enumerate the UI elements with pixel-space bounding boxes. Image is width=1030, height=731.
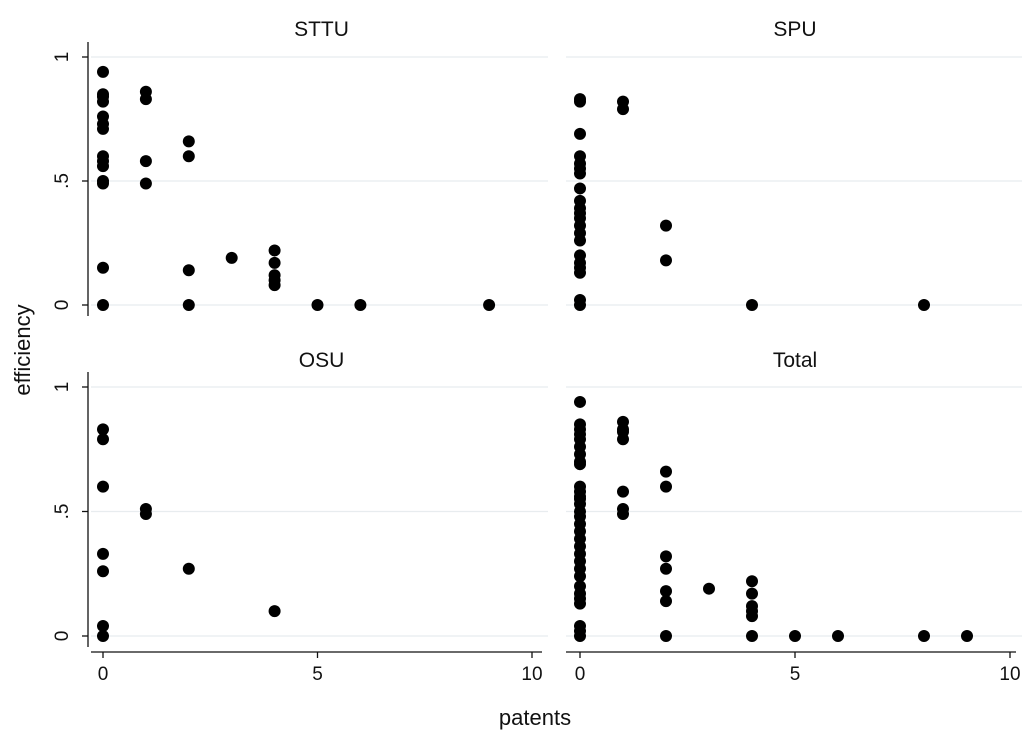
data-point [139,93,152,106]
data-point [97,65,109,78]
data-point [182,299,195,311]
data-point [574,458,586,471]
data-point [182,264,195,277]
data-point [660,595,672,608]
data-point [483,299,496,311]
x-tick-label: 5 [790,664,801,685]
data-point [97,620,109,633]
data-point [660,465,672,478]
data-point [97,433,109,446]
x-tick-label: 0 [98,664,109,685]
data-point [268,256,281,269]
data-point [703,582,715,595]
data-point [746,299,758,311]
data-point [182,562,195,575]
data-point [574,167,586,180]
data-point [311,299,324,311]
y-axis-title: efficiency [10,304,35,395]
data-point [918,299,930,311]
y-tick-label: .5 [52,173,73,189]
data-point [746,587,758,600]
data-point [182,135,195,148]
data-point [660,585,672,598]
panel-sttu: STTU 0 .5 1 [52,18,548,316]
y-tick-label: 1 [52,382,73,393]
data-point [354,299,367,311]
data-point [97,565,109,578]
panel-title: SPU [773,18,816,41]
data-point [97,480,109,493]
data-point [660,550,672,563]
x-tick-label: 0 [575,664,586,685]
data-point [617,507,629,520]
data-point [97,122,109,135]
x-tick-label: 5 [312,664,323,685]
data-point [617,433,629,446]
panel-spu: SPU [566,18,1022,311]
x-tick-label: 10 [521,664,542,685]
panel-title: OSU [299,349,345,372]
data-point [574,299,586,311]
panel-title: STTU [294,18,349,41]
data-point [574,95,586,108]
data-point [97,299,109,311]
data-point [660,630,672,642]
data-point [97,547,109,560]
data-point [574,395,586,408]
data-point [574,127,586,140]
data-point [660,480,672,493]
data-point [139,155,152,168]
data-point [660,562,672,575]
x-axis-title: patents [499,705,571,730]
data-point [789,630,801,642]
data-point [746,575,758,588]
data-point [97,177,109,190]
data-point [832,630,844,642]
data-point [268,279,281,292]
data-point [617,485,629,498]
data-point [574,630,586,642]
data-point [268,605,281,618]
data-point [97,423,109,436]
data-point [660,254,672,267]
x-tick-label: 10 [999,664,1020,685]
data-point [574,266,586,279]
data-point [574,597,586,610]
data-point [918,630,930,642]
data-point [961,630,973,642]
data-point [97,261,109,274]
data-point [97,160,109,173]
data-point [97,95,109,108]
data-point [225,251,238,264]
data-point [574,570,586,583]
panel-total: Total 0 5 10 [566,349,1022,685]
data-point [574,234,586,247]
y-tick-label: 0 [52,300,73,311]
y-tick-label: 1 [52,52,73,63]
data-point [139,177,152,190]
data-point [660,219,672,232]
data-point [182,150,195,163]
y-tick-label: .5 [52,504,73,520]
data-point [617,103,629,116]
data-point [97,630,109,642]
data-point [268,244,281,257]
data-point [746,610,758,623]
panel-title: Total [773,349,817,372]
data-point [139,507,152,520]
data-point [746,630,758,642]
data-point [574,182,586,195]
y-tick-label: 0 [52,631,73,642]
